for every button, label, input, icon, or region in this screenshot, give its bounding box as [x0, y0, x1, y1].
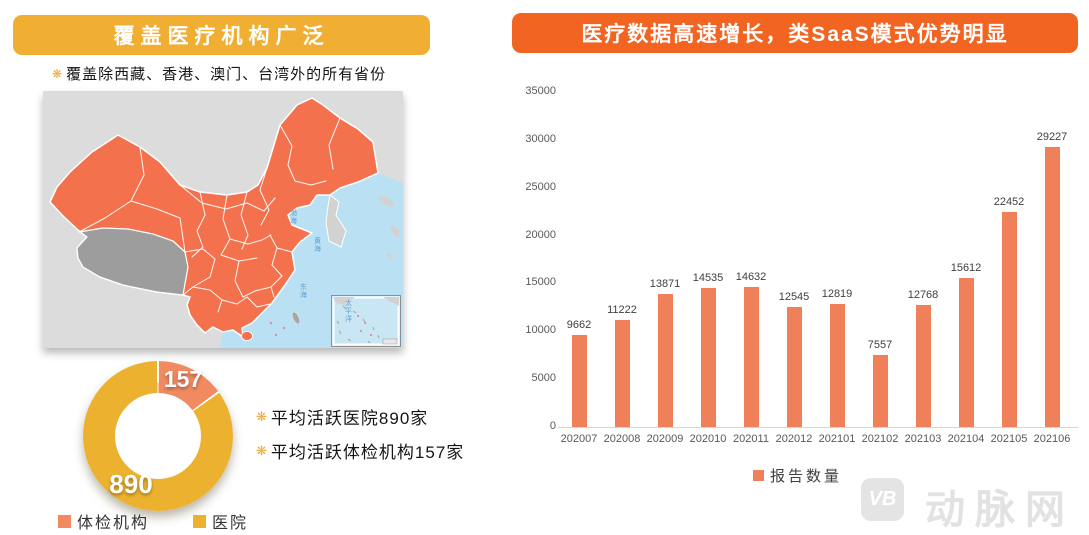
china-coverage-map: 渤海 黄海 东海 太平洋	[43, 91, 403, 348]
y-tick-label: 30000	[525, 132, 556, 145]
donut-hole	[115, 393, 201, 479]
bar	[915, 304, 931, 427]
bar	[1001, 212, 1017, 427]
bar-value-label: 22452	[993, 196, 1025, 209]
right-panel-title-banner: 医疗数据高速增长，类SaaS模式优势明显	[512, 13, 1078, 53]
legend-exam-centers: 体检机构	[58, 509, 149, 533]
bar-value-label: 15612	[950, 261, 982, 274]
bar	[743, 286, 759, 427]
bar-value-label: 12768	[907, 288, 939, 301]
x-tick-label: 202009	[646, 433, 684, 445]
taiwan-island	[291, 311, 301, 325]
bar-value-label: 29227	[1036, 131, 1068, 144]
donut-value-exam-centers: 157	[163, 366, 203, 392]
tibet-region	[76, 227, 189, 296]
x-tick-label: 202102	[861, 433, 899, 445]
bar	[700, 287, 716, 427]
x-tick-label: 202012	[775, 433, 813, 445]
bar	[657, 294, 673, 427]
report-count-bar-chart: 0 5000 10000 15000 20000 25000 30000 35000 9662 2…	[512, 80, 1089, 480]
y-tick-label: 0	[549, 420, 556, 432]
left-panel-title-banner: 覆盖医疗机构广泛	[13, 15, 430, 55]
legend-hospitals: 医院	[193, 509, 248, 533]
x-tick-label: 202106	[1033, 433, 1071, 445]
bar-value-label: 9662	[566, 318, 592, 331]
bar	[786, 306, 802, 427]
legend-label: 医院	[212, 515, 249, 532]
note-active-hospitals: ❋ 平均活跃医院890家	[256, 404, 428, 429]
watermark-brand-text: 动脉网	[925, 488, 1075, 532]
x-axis-line	[558, 427, 1078, 428]
island-markers	[269, 321, 286, 337]
note-text: 平均活跃医院890家	[270, 409, 429, 428]
bar-value-label: 12545	[778, 290, 810, 303]
vb-logo: VB	[861, 478, 904, 521]
left-panel-title: 覆盖医疗机构广泛	[113, 25, 330, 48]
legend-swatch-exam-centers	[58, 514, 71, 528]
bar-value-label: 14632	[735, 270, 767, 283]
x-tick-label: 202104	[947, 433, 985, 445]
y-tick-label: 25000	[525, 180, 556, 193]
bar-value-label: 14535	[692, 271, 724, 284]
bar-value-label: 7557	[867, 338, 893, 351]
donut-chart: 157 890	[83, 361, 233, 511]
coverage-subtitle: ❋ 覆盖除西藏、香港、澳门、台湾外的所有省份	[52, 63, 386, 84]
sea-label-donghai: 东海	[300, 282, 308, 299]
x-tick-label: 202103	[904, 433, 942, 445]
y-tick-label: 15000	[525, 276, 556, 289]
flower-bullet-icon: ❋	[256, 442, 268, 458]
flower-bullet-icon: ❋	[256, 408, 268, 424]
note-active-exam-centers: ❋ 平均活跃体检机构157家	[256, 438, 464, 463]
coverage-subtitle-text: 覆盖除西藏、香港、澳门、台湾外的所有省份	[66, 66, 387, 83]
x-tick-label: 202011	[733, 433, 769, 445]
bar	[829, 304, 845, 427]
hainan-island	[241, 331, 253, 341]
x-tick-label: 202101	[818, 433, 856, 445]
legend-label: 报告数量	[770, 468, 843, 485]
bar-value-label: 13871	[649, 278, 681, 291]
legend-label: 体检机构	[77, 515, 150, 532]
bar-value-label: 11222	[607, 303, 637, 316]
donut-value-hospitals: 890	[109, 469, 153, 499]
y-tick-label: 5000	[531, 372, 556, 385]
x-tick-label: 202105	[990, 433, 1028, 445]
x-tick-label: 202008	[603, 433, 641, 445]
province-borders	[78, 117, 341, 313]
bar	[571, 334, 587, 427]
bar	[872, 354, 888, 427]
bar	[958, 277, 974, 427]
x-tick-label: 202010	[689, 433, 727, 445]
y-tick-label: 35000	[525, 85, 556, 97]
bar	[1044, 147, 1060, 427]
legend-swatch-reports	[753, 470, 764, 481]
bar	[614, 319, 630, 427]
sea-label-taipingyang: 太平洋	[345, 298, 353, 323]
bar-chart-legend: 报告数量	[753, 465, 842, 486]
legend-swatch-hospitals	[193, 514, 206, 528]
japan-islands	[378, 195, 400, 260]
flower-bullet-icon: ❋	[52, 66, 64, 81]
x-tick-label: 202007	[560, 433, 598, 445]
sea-label-bohai: 渤海	[290, 208, 298, 225]
note-text: 平均活跃体检机构157家	[270, 443, 465, 462]
sea-label-huanghai: 黄海	[314, 236, 322, 253]
bar-value-label: 12819	[821, 288, 853, 301]
korea-shape	[325, 194, 347, 248]
y-tick-label: 20000	[525, 228, 556, 241]
south-china-sea-inset	[331, 295, 401, 347]
y-tick-label: 10000	[525, 324, 556, 337]
china-map-svg: 渤海 黄海 东海 太平洋	[43, 91, 403, 348]
right-panel-title: 医疗数据高速增长，类SaaS模式优势明显	[581, 23, 1009, 46]
